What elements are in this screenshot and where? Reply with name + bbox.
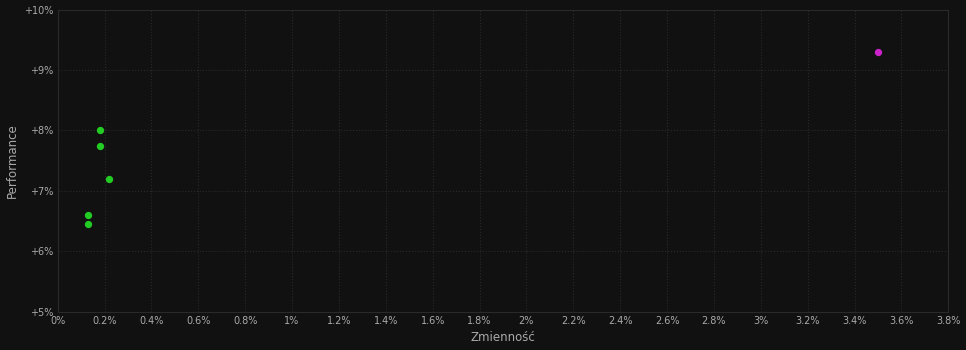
- Point: [92, 128, 107, 133]
- Point: [870, 49, 886, 55]
- Point: [80, 221, 96, 227]
- Y-axis label: Performance: Performance: [6, 123, 18, 198]
- Point: [101, 176, 117, 182]
- X-axis label: Zmienność: Zmienność: [470, 331, 535, 344]
- Point: [80, 212, 96, 218]
- Point: [92, 143, 107, 148]
